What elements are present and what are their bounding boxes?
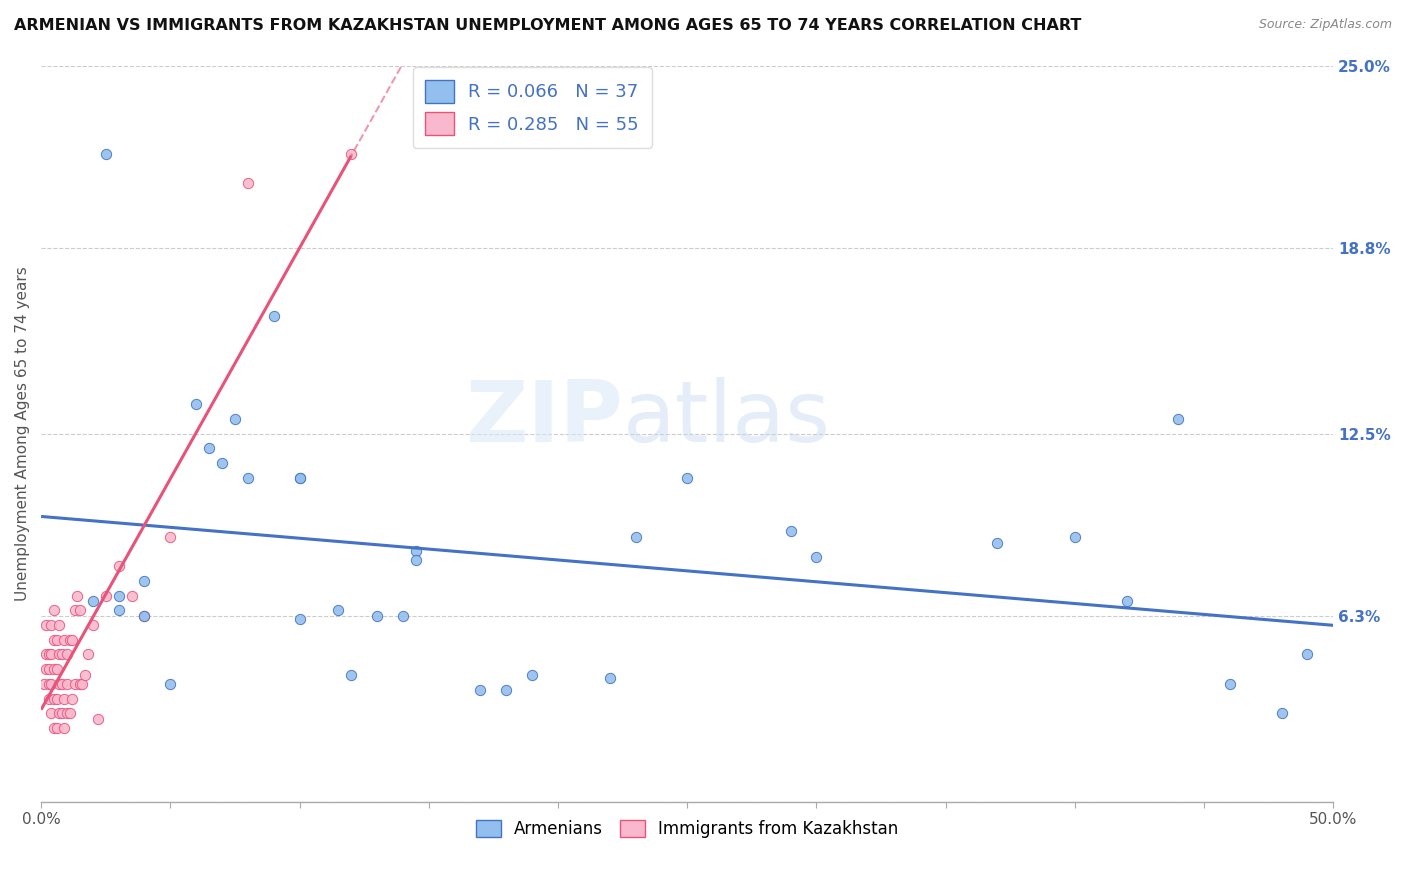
Point: [53, 721, 76, 735]
Point: [159, 530, 181, 544]
Point: [134, 574, 156, 588]
Point: [72, 677, 94, 691]
Point: [159, 677, 181, 691]
Point: [94, 589, 117, 603]
Point: [69, 677, 91, 691]
Point: [779, 524, 801, 538]
Point: [224, 412, 246, 426]
Text: ZIP: ZIP: [465, 377, 623, 460]
Point: [42, 662, 65, 676]
Point: [520, 668, 543, 682]
Point: [134, 609, 156, 624]
Point: [48, 648, 70, 662]
Point: [405, 553, 427, 567]
Point: [392, 609, 415, 624]
Point: [340, 147, 363, 161]
Point: [32, 677, 55, 691]
Point: [107, 589, 129, 603]
Point: [51, 677, 73, 691]
Point: [94, 147, 117, 161]
Point: [35, 662, 58, 676]
Point: [45, 721, 67, 735]
Point: [69, 603, 91, 617]
Point: [1115, 594, 1137, 608]
Point: [340, 668, 363, 682]
Point: [51, 648, 73, 662]
Point: [66, 589, 89, 603]
Point: [51, 706, 73, 721]
Point: [186, 397, 208, 411]
Point: [56, 648, 79, 662]
Point: [73, 668, 96, 682]
Point: [121, 589, 143, 603]
Point: [53, 691, 76, 706]
Point: [60, 632, 83, 647]
Point: [1271, 706, 1294, 721]
Point: [366, 609, 388, 624]
Legend: Armenians, Immigrants from Kazakhstan: Armenians, Immigrants from Kazakhstan: [470, 814, 905, 845]
Point: [495, 682, 517, 697]
Point: [288, 471, 311, 485]
Point: [76, 648, 98, 662]
Point: [58, 706, 80, 721]
Point: [288, 471, 311, 485]
Point: [42, 691, 65, 706]
Point: [56, 677, 79, 691]
Point: [56, 706, 79, 721]
Point: [53, 632, 76, 647]
Point: [1167, 412, 1189, 426]
Point: [198, 442, 221, 456]
Point: [45, 691, 67, 706]
Point: [470, 682, 492, 697]
Point: [41, 706, 63, 721]
Point: [41, 677, 63, 691]
Point: [211, 456, 233, 470]
Text: atlas: atlas: [623, 377, 831, 460]
Point: [405, 544, 427, 558]
Point: [107, 559, 129, 574]
Point: [35, 618, 58, 632]
Point: [806, 550, 828, 565]
Point: [328, 603, 350, 617]
Point: [599, 671, 621, 685]
Point: [82, 618, 104, 632]
Point: [63, 603, 86, 617]
Point: [236, 471, 259, 485]
Point: [676, 471, 699, 485]
Point: [48, 706, 70, 721]
Point: [48, 618, 70, 632]
Point: [986, 535, 1008, 549]
Point: [87, 712, 110, 726]
Point: [45, 662, 67, 676]
Point: [42, 721, 65, 735]
Point: [38, 648, 60, 662]
Point: [38, 691, 60, 706]
Point: [263, 309, 285, 323]
Point: [45, 632, 67, 647]
Point: [42, 632, 65, 647]
Point: [1296, 648, 1319, 662]
Point: [38, 677, 60, 691]
Text: Source: ZipAtlas.com: Source: ZipAtlas.com: [1258, 18, 1392, 31]
Point: [63, 677, 86, 691]
Point: [41, 648, 63, 662]
Y-axis label: Unemployment Among Ages 65 to 74 years: Unemployment Among Ages 65 to 74 years: [15, 266, 30, 601]
Point: [58, 632, 80, 647]
Point: [60, 691, 83, 706]
Point: [48, 677, 70, 691]
Point: [41, 618, 63, 632]
Text: ARMENIAN VS IMMIGRANTS FROM KAZAKHSTAN UNEMPLOYMENT AMONG AGES 65 TO 74 YEARS CO: ARMENIAN VS IMMIGRANTS FROM KAZAKHSTAN U…: [14, 18, 1081, 33]
Point: [107, 603, 129, 617]
Point: [35, 648, 58, 662]
Point: [38, 662, 60, 676]
Point: [134, 609, 156, 624]
Point: [82, 594, 104, 608]
Point: [624, 530, 647, 544]
Point: [236, 177, 259, 191]
Point: [42, 603, 65, 617]
Point: [288, 612, 311, 626]
Point: [1063, 530, 1085, 544]
Point: [1219, 677, 1241, 691]
